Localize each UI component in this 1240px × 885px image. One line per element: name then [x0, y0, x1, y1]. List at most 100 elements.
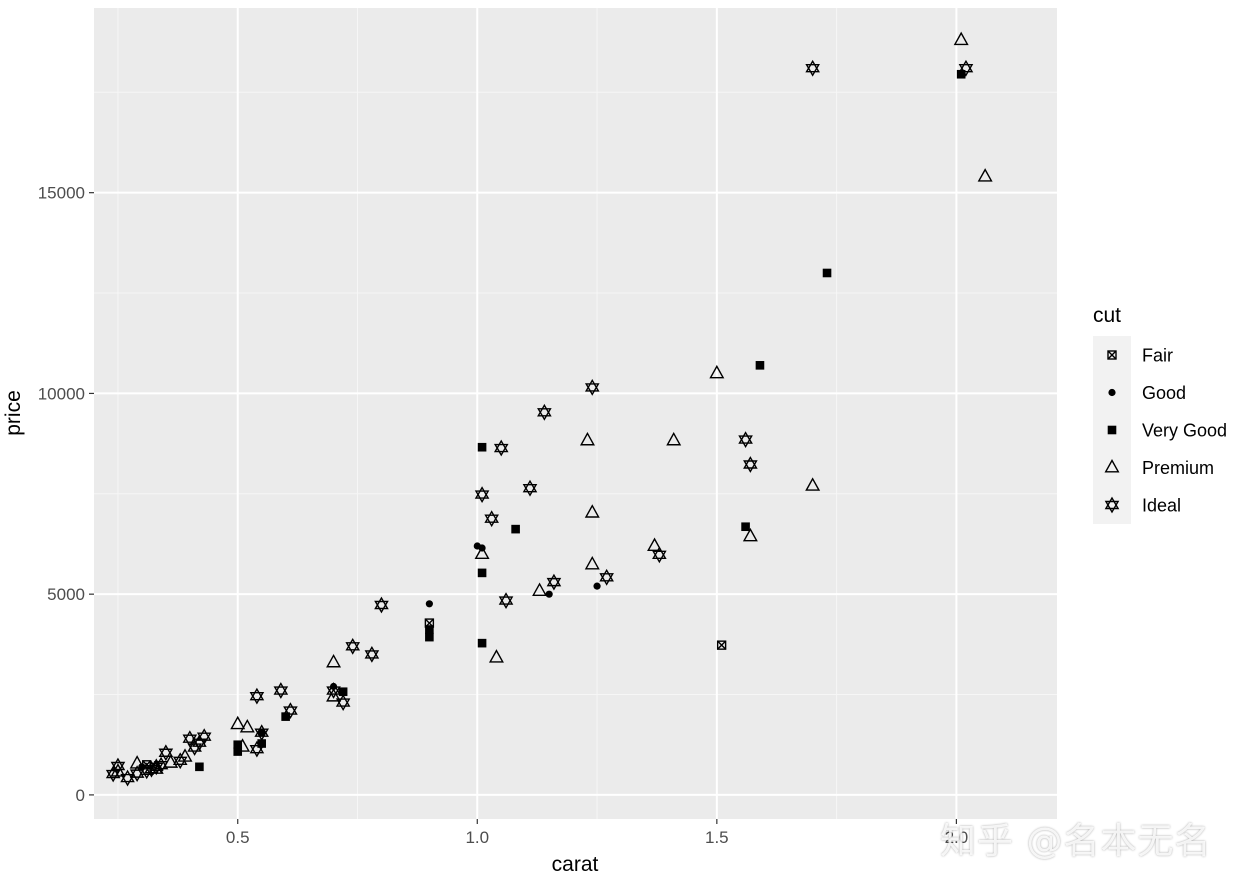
point-very-good: [233, 740, 243, 750]
legend: cut Fair Good Very Good Premium Ideal: [1093, 304, 1227, 524]
point-ideal: [599, 568, 614, 586]
point-ideal: [345, 637, 361, 655]
point-ideal: [584, 379, 600, 396]
point-very-good: [338, 687, 348, 697]
legend-key-ideal: [1104, 496, 1120, 514]
point-very-good: [822, 268, 832, 278]
point-very-good: [956, 69, 966, 79]
point-ideal: [158, 744, 174, 762]
point-very-good: [257, 739, 266, 748]
point-ideal: [743, 456, 758, 473]
point-ideal: [283, 702, 298, 719]
point-premium: [326, 653, 342, 668]
legend-key-fair: [1107, 350, 1117, 360]
legend-label-very-good: Very Good: [1142, 421, 1227, 441]
legend-key-premium: [1104, 459, 1120, 473]
point-very-good: [477, 638, 487, 648]
watermark: 知乎 @名本无名: [940, 821, 1212, 862]
point-good: [593, 582, 601, 590]
point-good: [425, 600, 433, 608]
point-ideal: [484, 510, 499, 528]
point-ideal: [196, 728, 212, 746]
point-premium: [584, 556, 600, 570]
point-ideal: [172, 752, 188, 770]
x-tick-label: 1.0: [465, 828, 489, 847]
point-ideal: [120, 769, 135, 787]
point-very-good: [477, 568, 487, 578]
x-axis: 0.5 1.0 1.5 2.0: [226, 819, 968, 847]
point-ideal: [498, 592, 514, 609]
point-ideal: [273, 682, 289, 699]
point-very-good: [281, 712, 290, 721]
legend-label-ideal: Ideal: [1142, 496, 1181, 516]
point-ideal: [374, 596, 389, 614]
x-tick-label: 0.5: [226, 828, 250, 847]
plot-panel: [94, 8, 1057, 819]
legend-title: cut: [1093, 304, 1121, 327]
point-premium: [953, 31, 969, 46]
point-very-good: [741, 522, 750, 532]
point-ideal: [738, 431, 753, 448]
point-premium: [474, 545, 490, 560]
y-axis-title: price: [2, 390, 25, 436]
point-very-good: [425, 625, 434, 634]
legend-label-fair: Fair: [1142, 346, 1173, 366]
point-ideal: [110, 757, 126, 775]
point-very-good: [425, 632, 434, 642]
point-ideal: [254, 724, 269, 742]
legend-key-very-good: [1107, 425, 1117, 435]
legend-label-good: Good: [1142, 383, 1186, 403]
point-ideal: [652, 546, 667, 564]
point-ideal: [182, 730, 198, 748]
point-good: [258, 729, 266, 737]
point-ideal: [805, 59, 820, 77]
point-ideal: [537, 403, 552, 421]
point-ideal: [493, 439, 509, 457]
y-axis: 0 5000 10000 15000: [38, 184, 94, 805]
data-points: [105, 31, 993, 787]
point-very-good: [511, 524, 520, 534]
point-very-good: [755, 361, 765, 370]
point-ideal: [153, 756, 169, 774]
x-tick-label: 1.5: [705, 828, 729, 847]
point-ideal: [335, 694, 351, 711]
point-premium: [647, 537, 663, 552]
point-premium: [239, 719, 255, 733]
point-ideal: [522, 479, 538, 497]
point-ideal: [249, 687, 265, 705]
y-tick-label: 10000: [38, 384, 85, 403]
point-fair: [716, 640, 727, 650]
point-premium: [742, 527, 758, 542]
y-tick-label: 15000: [38, 184, 85, 203]
point-very-good: [477, 442, 487, 452]
point-premium: [977, 168, 993, 182]
point-very-good: [195, 762, 204, 772]
point-good: [545, 590, 553, 598]
x-axis-title: carat: [552, 853, 599, 876]
point-premium: [584, 504, 600, 518]
minor-gridlines: [94, 8, 1057, 819]
point-premium: [488, 649, 504, 663]
point-ideal: [474, 486, 490, 503]
point-premium: [579, 431, 595, 446]
major-gridlines: [94, 8, 1057, 819]
x-tick-label: 2.0: [945, 828, 969, 847]
point-premium: [532, 582, 548, 596]
point-premium: [326, 688, 342, 702]
y-tick-label: 0: [76, 786, 85, 805]
point-ideal: [326, 682, 341, 699]
point-ideal: [105, 765, 121, 783]
point-premium: [230, 715, 246, 730]
point-premium: [805, 477, 821, 491]
point-premium: [235, 738, 251, 752]
legend-label-premium: Premium: [1142, 458, 1214, 478]
point-premium: [709, 364, 725, 379]
point-ideal: [129, 765, 145, 783]
point-premium: [666, 431, 682, 446]
legend-key-good: [1108, 388, 1116, 397]
point-ideal: [546, 573, 562, 591]
point-ideal: [958, 59, 974, 77]
point-ideal: [249, 740, 265, 758]
y-tick-label: 5000: [47, 585, 85, 604]
